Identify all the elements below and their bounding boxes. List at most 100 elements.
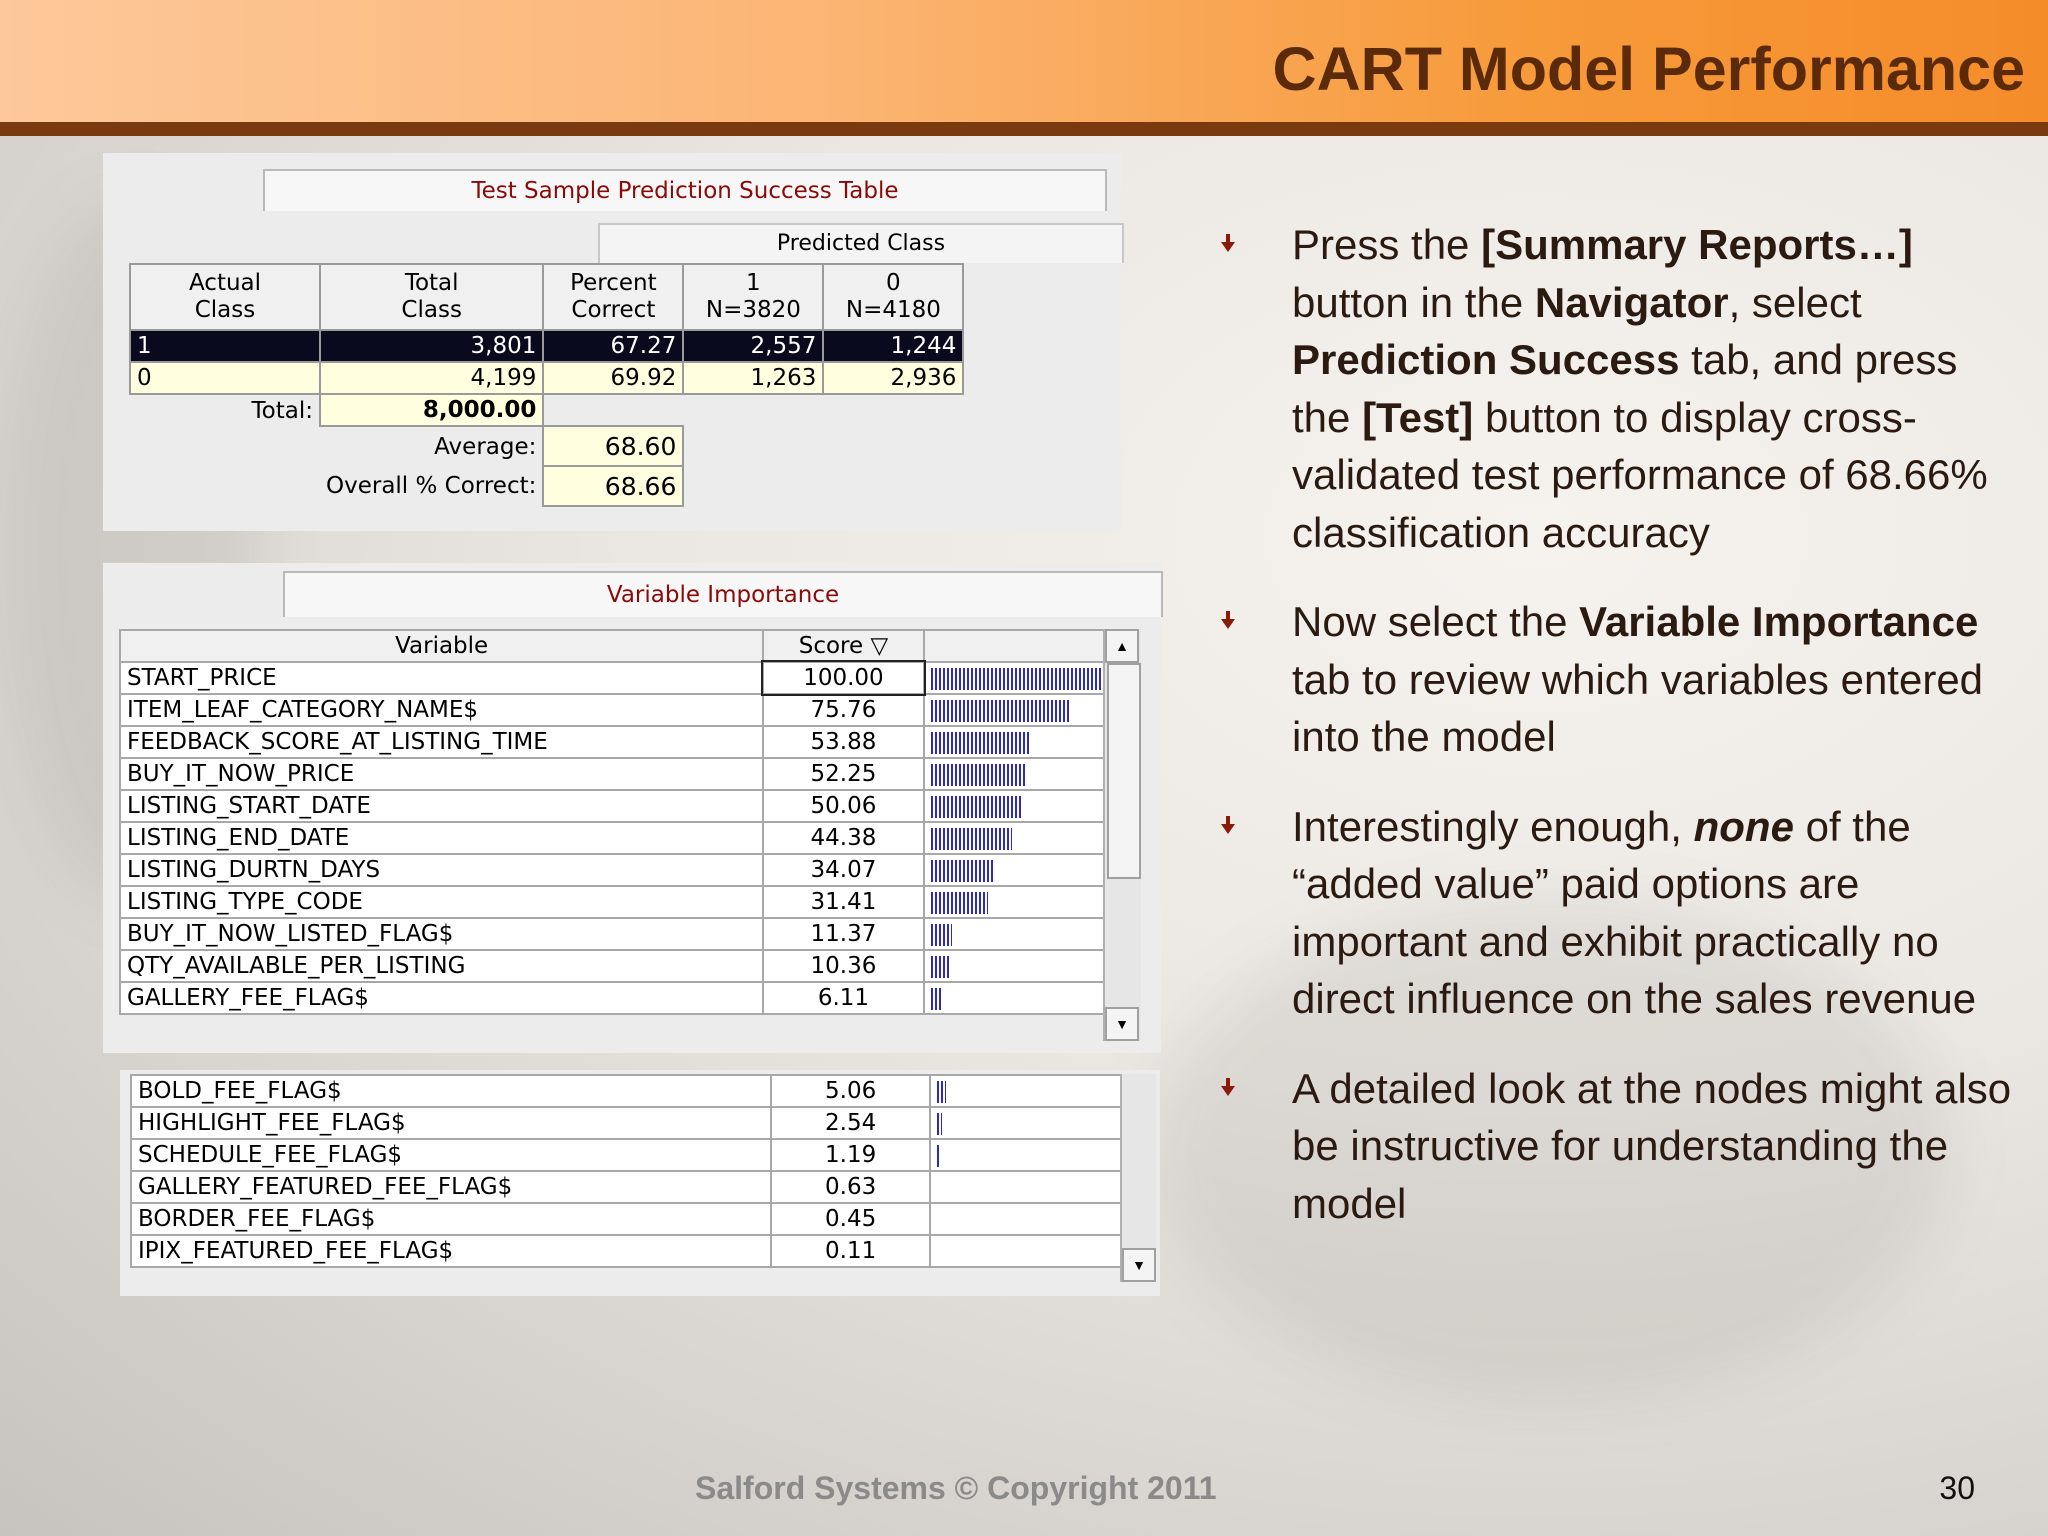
score-cell: 50.06: [762, 789, 925, 823]
bullet-arrow-icon: [1221, 1077, 1235, 1096]
vertical-scrollbar[interactable]: ▼: [1120, 1074, 1156, 1282]
score-cell: 6.11: [762, 981, 925, 1015]
importance-bar-cell: [922, 757, 1122, 791]
average-label: Average:: [320, 426, 544, 466]
table-row[interactable]: 1 3,801 67.27 2,557 1,244: [129, 329, 965, 363]
predicted-class-label: Predicted Class: [598, 223, 1124, 263]
variable-name-cell: BOLD_FEE_FLAG$: [129, 1074, 773, 1108]
table-row[interactable]: QTY_AVAILABLE_PER_LISTING 10.36: [118, 949, 1122, 983]
variable-name-cell: LISTING_END_DATE: [118, 821, 765, 855]
header-score[interactable]: Score ▽: [762, 629, 925, 663]
bullet-arrow-icon: [1221, 611, 1235, 629]
variable-name-cell: HIGHLIGHT_FEE_FLAG$: [129, 1106, 773, 1140]
variable-name-cell: LISTING_TYPE_CODE: [118, 885, 765, 919]
prediction-success-panel: Test Sample Prediction Success Table Pre…: [103, 153, 1124, 531]
bullet-item: Interestingly enough, none of the “added…: [1220, 798, 2020, 1028]
score-cell: 52.25: [762, 757, 925, 791]
importance-bar-cell: [929, 1138, 1124, 1172]
header-bar-column: [922, 629, 1122, 663]
importance-bar-cell: [922, 885, 1122, 919]
table-row[interactable]: HIGHLIGHT_FEE_FLAG$ 2.54: [129, 1106, 1124, 1140]
vertical-scrollbar[interactable]: ▲ ▼: [1103, 629, 1141, 1041]
importance-bar: [930, 987, 942, 1010]
total-row: Total: 8,000.00: [130, 393, 964, 427]
overall-row: Overall % Correct: 68.66: [130, 465, 964, 507]
importance-bar: [930, 827, 1012, 850]
score-cell: 1.19: [770, 1138, 932, 1172]
variable-importance-caption: Variable Importance: [283, 571, 1163, 617]
score-cell: 34.07: [762, 853, 925, 887]
table-row[interactable]: SCHEDULE_FEE_FLAG$ 1.19: [129, 1138, 1124, 1172]
importance-bar-cell: [922, 981, 1122, 1015]
table-header-row: Variable Score ▽: [118, 629, 1122, 663]
importance-bar-cell: [922, 853, 1122, 887]
table-row[interactable]: LISTING_START_DATE 50.06: [118, 789, 1122, 823]
bullet-item: Now select the Variable Importance tab t…: [1220, 593, 2020, 766]
importance-bar: [930, 667, 1113, 690]
header-actual-class: Actual Class: [129, 263, 321, 331]
importance-bar-cell: [929, 1202, 1124, 1236]
importance-bar-cell: [922, 949, 1122, 983]
cell-actual: 0: [129, 361, 321, 395]
average-row: Average: 68.60: [130, 425, 964, 467]
table-row[interactable]: ITEM_LEAF_CATEGORY_NAME$ 75.76: [118, 693, 1122, 727]
table-row[interactable]: LISTING_END_DATE 44.38: [118, 821, 1122, 855]
table-row[interactable]: GALLERY_FEATURED_FEE_FLAG$ 0.63: [129, 1170, 1124, 1204]
slide-title: CART Model Performance: [1272, 35, 2025, 103]
importance-bar-cell: [922, 821, 1122, 855]
table-row[interactable]: GALLERY_FEE_FLAG$ 6.11: [118, 981, 1122, 1015]
scroll-down-button[interactable]: ▼: [1122, 1248, 1156, 1282]
header-predicted-1: 1 N=3820: [682, 263, 825, 331]
importance-bar: [930, 955, 950, 978]
table-row[interactable]: BORDER_FEE_FLAG$ 0.45: [129, 1202, 1124, 1236]
header-total-class: Total Class: [318, 263, 545, 331]
cell-pred-0: 1,244: [822, 329, 965, 363]
score-cell: 75.76: [762, 693, 925, 727]
table-row[interactable]: START_PRICE 100.00: [118, 660, 1122, 696]
importance-bar-cell: [929, 1106, 1124, 1140]
score-cell: 0.63: [770, 1170, 932, 1204]
variable-name-cell: ITEM_LEAF_CATEGORY_NAME$: [118, 693, 765, 727]
importance-bar-cell: [922, 725, 1122, 759]
variable-name-cell: GALLERY_FEE_FLAG$: [118, 981, 765, 1015]
header-percent-correct: Percent Correct: [542, 263, 685, 331]
table-row[interactable]: LISTING_DURTN_DAYS 34.07: [118, 853, 1122, 887]
score-cell: 0.11: [770, 1234, 932, 1268]
scroll-down-button[interactable]: ▼: [1105, 1007, 1139, 1041]
variable-name-cell: SCHEDULE_FEE_FLAG$: [129, 1138, 773, 1172]
cell-pred-1: 1,263: [682, 361, 825, 395]
table-row[interactable]: FEEDBACK_SCORE_AT_LISTING_TIME 53.88: [118, 725, 1122, 759]
header-predicted-0: 0 N=4180: [822, 263, 965, 331]
score-cell: 44.38: [762, 821, 925, 855]
variable-importance-continued-panel: BOLD_FEE_FLAG$ 5.06 HIGHLIGHT_FEE_FLAG$ 2.5…: [120, 1070, 1160, 1296]
variable-name-cell: BUY_IT_NOW_LISTED_FLAG$: [118, 917, 765, 951]
table-row[interactable]: BOLD_FEE_FLAG$ 5.06: [129, 1074, 1124, 1108]
table-row[interactable]: BUY_IT_NOW_LISTED_FLAG$ 11.37: [118, 917, 1122, 951]
importance-bar: [930, 923, 952, 946]
table-row[interactable]: IPIX_FEATURED_FEE_FLAG$ 0.11: [129, 1234, 1124, 1268]
importance-bar-cell: [922, 789, 1122, 823]
page-number: 30: [1939, 1470, 1975, 1506]
scroll-up-button[interactable]: ▲: [1105, 629, 1139, 663]
background-tree-right: [1150, 900, 1950, 1400]
score-cell: 2.54: [770, 1106, 932, 1140]
table-row[interactable]: LISTING_TYPE_CODE 31.41: [118, 885, 1122, 919]
sort-descending-icon: ▽: [870, 633, 889, 659]
score-cell: 10.36: [762, 949, 925, 983]
scroll-thumb[interactable]: [1107, 663, 1141, 879]
title-banner: [0, 0, 2048, 122]
total-value: 8,000.00: [318, 393, 545, 427]
importance-bar: [930, 731, 1029, 754]
cell-total: 3,801: [318, 329, 545, 363]
table-row[interactable]: 0 4,199 69.92 1,263 2,936: [129, 361, 965, 395]
score-cell: 11.37: [762, 917, 925, 951]
score-cell: 53.88: [762, 725, 925, 759]
importance-bar: [930, 763, 1026, 786]
score-cell: 0.45: [770, 1202, 932, 1236]
cell-total: 4,199: [318, 361, 545, 395]
importance-bar: [937, 1112, 943, 1135]
header-variable[interactable]: Variable: [118, 629, 765, 663]
importance-bar-cell: [929, 1170, 1124, 1204]
table-row[interactable]: BUY_IT_NOW_PRICE 52.25: [118, 757, 1122, 791]
